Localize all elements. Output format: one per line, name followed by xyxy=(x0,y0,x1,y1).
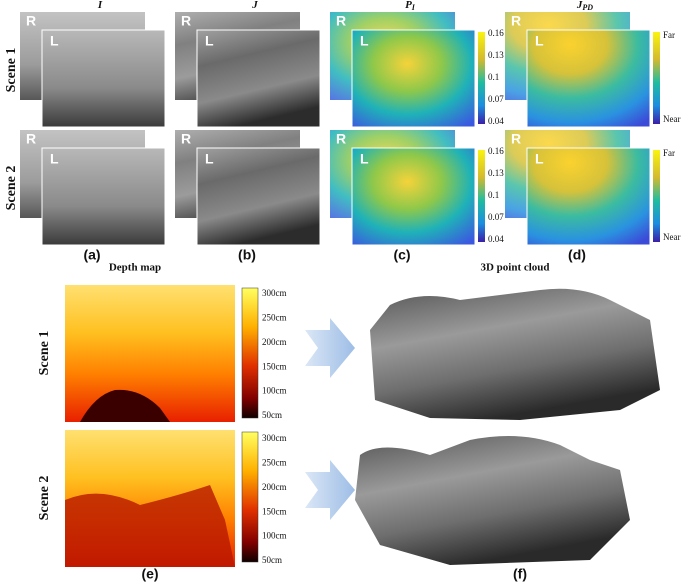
left-view-image xyxy=(196,29,321,128)
depth-tick-label: 300cm xyxy=(262,288,287,298)
view-label: R xyxy=(336,131,346,147)
column-header: J xyxy=(251,0,258,11)
view-label: L xyxy=(535,151,544,167)
header-symbol: P xyxy=(405,0,412,11)
scene-label: Scene 1 xyxy=(37,331,52,376)
panel-label: (a) xyxy=(83,247,100,263)
depth-tick-label: 50cm xyxy=(262,410,282,420)
depth-rock xyxy=(80,389,170,422)
scene-label: Scene 1 xyxy=(4,48,19,93)
depth-title: Depth map xyxy=(109,262,161,274)
colorbar-tick-label: 0.13 xyxy=(488,168,504,178)
colorbar-tick-label: 0.07 xyxy=(488,212,504,222)
colorbar-tick-label: 0.04 xyxy=(488,234,504,244)
depth-tick-label: 300cm xyxy=(262,433,287,443)
left-view-image xyxy=(526,147,651,246)
depth-tick-label: 100cm xyxy=(262,386,287,396)
scene-label: Scene 2 xyxy=(37,476,52,521)
view-label: R xyxy=(511,131,521,147)
colorbar-label: Near xyxy=(663,232,681,242)
view-label: L xyxy=(205,33,214,49)
view-label: L xyxy=(205,151,214,167)
cloud-title: 3D point cloud xyxy=(480,262,549,274)
panel-label: (f) xyxy=(513,566,527,582)
view-label: L xyxy=(50,151,59,167)
arrow xyxy=(305,460,355,520)
left-view-image xyxy=(351,29,476,128)
colorbar-tick-label: 0.13 xyxy=(488,50,504,60)
column-header: PI xyxy=(405,0,416,12)
depth-image xyxy=(65,285,235,422)
view-label: R xyxy=(181,13,191,29)
view-label: R xyxy=(26,13,36,29)
view-label: R xyxy=(26,131,36,147)
depth-tick-label: 50cm xyxy=(262,555,282,565)
header-subscript: PD xyxy=(582,3,593,12)
colorbar-tick-label: 0.1 xyxy=(488,190,499,200)
colorbar xyxy=(478,32,485,124)
colorbar-label: Far xyxy=(663,30,675,40)
depth-colorbar xyxy=(241,431,259,563)
view-label: L xyxy=(535,33,544,49)
depth-colorbar xyxy=(241,287,259,419)
header-symbol: J xyxy=(576,0,583,11)
depth-tick-label: 150cm xyxy=(262,361,287,371)
header-subscript: I xyxy=(411,3,416,12)
depth-tick-label: 150cm xyxy=(262,506,287,516)
left-view-image xyxy=(41,29,166,128)
column-header: I xyxy=(97,0,103,11)
panel-label: (e) xyxy=(141,566,158,582)
scene-label: Scene 2 xyxy=(4,166,19,211)
point-cloud xyxy=(355,436,630,565)
depth-tick-label: 200cm xyxy=(262,337,287,347)
point-cloud xyxy=(370,288,660,420)
left-view-image xyxy=(526,29,651,128)
view-label: L xyxy=(50,33,59,49)
column-header: JPD xyxy=(576,0,593,12)
left-view-image xyxy=(351,147,476,246)
panel-label: (d) xyxy=(568,247,586,263)
colorbar-tick-label: 0.04 xyxy=(488,116,504,126)
depth-tick-label: 250cm xyxy=(262,457,287,467)
view-label: R xyxy=(181,131,191,147)
colorbar-label: Near xyxy=(663,114,681,124)
colorbar-tick-label: 0.16 xyxy=(488,146,504,156)
view-label: L xyxy=(360,151,369,167)
colorbar xyxy=(653,150,660,242)
left-view-image xyxy=(196,147,321,246)
view-label: R xyxy=(511,13,521,29)
depth-tick-label: 200cm xyxy=(262,482,287,492)
colorbar xyxy=(478,150,485,242)
arrow xyxy=(305,318,355,378)
panel-label: (c) xyxy=(393,247,410,263)
colorbar-tick-label: 0.16 xyxy=(488,28,504,38)
left-view-image xyxy=(41,147,166,246)
header-symbol: J xyxy=(251,0,258,11)
panel-label: (b) xyxy=(238,247,256,263)
depth-rock xyxy=(65,485,235,567)
colorbar xyxy=(653,32,660,124)
colorbar-label: Far xyxy=(663,148,675,158)
colorbar-tick-label: 0.1 xyxy=(488,72,499,82)
view-label: R xyxy=(336,13,346,29)
header-symbol: I xyxy=(97,0,103,11)
view-label: L xyxy=(360,33,369,49)
depth-tick-label: 100cm xyxy=(262,531,287,541)
depth-tick-label: 250cm xyxy=(262,312,287,322)
colorbar-tick-label: 0.07 xyxy=(488,94,504,104)
